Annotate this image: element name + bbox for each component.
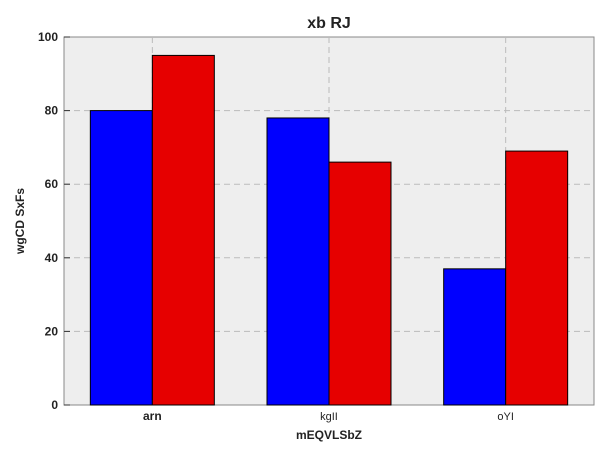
x-axis-ticks: arn kgII oYI (143, 409, 514, 423)
y-axis-label: wgCD SxFs (13, 188, 27, 255)
x-tick-label: arn (143, 409, 162, 423)
bar-red-oYI (505, 150, 569, 406)
x-axis-label: mEQVLSbZ (296, 428, 362, 442)
y-tick-label: 0 (51, 398, 58, 412)
x-tick-label: oYI (497, 411, 514, 423)
y-tick-label: 100 (38, 30, 58, 44)
chart-title: xb RJ (307, 15, 351, 32)
bars-group (89, 54, 569, 406)
bar-blue-kgII (266, 117, 330, 406)
bar-red-arn (151, 54, 215, 406)
y-tick-label: 60 (45, 177, 59, 191)
x-tick-label: kgII (320, 411, 338, 423)
bar-blue-arn (89, 110, 153, 406)
y-tick-label: 80 (45, 104, 59, 118)
y-tick-label: 20 (45, 324, 59, 338)
y-axis-ticks: 0 20 40 60 80 100 (38, 30, 70, 412)
bar-red-kgII (328, 161, 392, 406)
bar-blue-oYI (443, 268, 507, 406)
y-tick-label: 40 (45, 251, 59, 265)
